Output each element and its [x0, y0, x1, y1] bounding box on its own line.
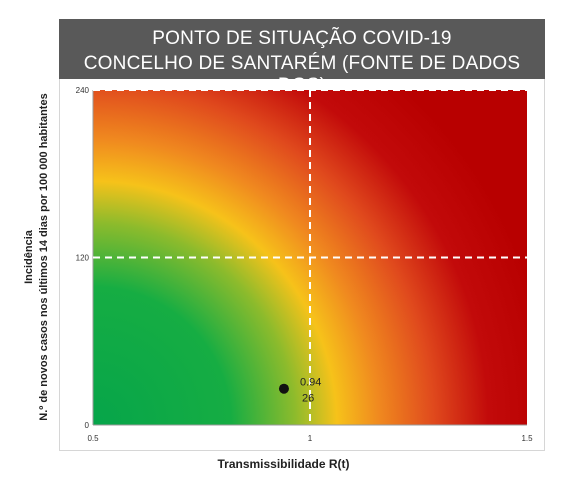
- chart-title-line1: PONTO DE SITUAÇÃO COVID-19: [152, 28, 452, 49]
- data-point: [278, 383, 289, 394]
- data-point-y-label: 26: [302, 393, 314, 405]
- data-point-x-label: 0.94: [300, 377, 321, 389]
- y-tick-label: 0: [85, 421, 90, 430]
- y-tick-label: 120: [76, 254, 90, 263]
- chart-title-bar: PONTO DE SITUAÇÃO COVID-19 CONCELHO DE S…: [59, 19, 545, 96]
- x-tick-label: 1: [308, 434, 313, 443]
- x-tick-label: 1.5: [521, 434, 533, 443]
- y-axis-title: Incidência: [23, 229, 35, 284]
- y-tick-label: 240: [76, 86, 90, 95]
- y-axis-subtitle: N.º de novos casos nos últimos 14 dias p…: [38, 93, 50, 420]
- x-tick-label: 0.5: [87, 434, 99, 443]
- x-axis-title: Transmissibilidade R(t): [217, 457, 350, 471]
